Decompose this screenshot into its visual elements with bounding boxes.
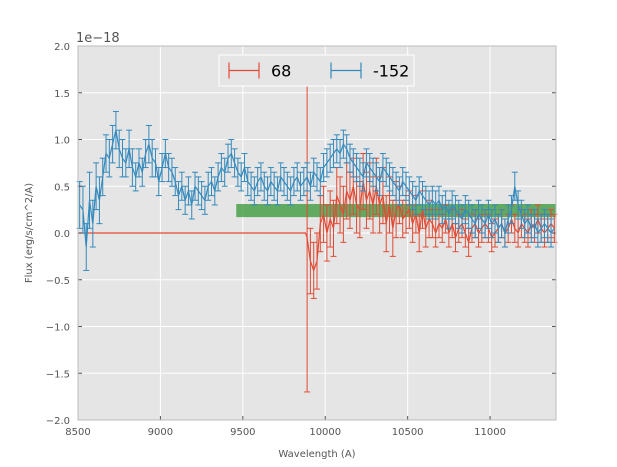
legend: 68 -152 (218, 54, 415, 87)
y-tick-label: −2.0 (46, 416, 70, 427)
plot-frame (77, 45, 557, 421)
x-tick-label: 8500 (65, 427, 90, 438)
series-line (79, 129, 555, 248)
x-axis-label: Wavelength (A) (278, 449, 355, 460)
y-offset-label: 1e−18 (76, 31, 120, 46)
y-tick-label: 1.0 (54, 136, 70, 147)
x-tick-label: 10500 (392, 427, 424, 438)
legend-label: -152 (373, 62, 409, 81)
series-line (78, 181, 555, 273)
y-tick-label: −1.5 (46, 369, 70, 380)
x-tick-label: 9000 (148, 427, 173, 438)
y-tick-label: 0.0 (54, 229, 70, 240)
x-tick-label: 9500 (230, 427, 255, 438)
y-tick-label: −1.0 (46, 323, 70, 334)
x-tick-label: 11000 (474, 427, 506, 438)
y-tick-label: 2.0 (54, 42, 70, 53)
series-blue (76, 110, 555, 271)
x-tick-label: 10000 (309, 427, 341, 438)
legend-label: 68 (271, 62, 291, 81)
legend-entry: -152 (330, 62, 409, 81)
y-axis-label: Flux (erg/s/cm^2/A) (24, 183, 35, 283)
axis-ticks: 8500 9000 9500 10000 10500 11000 −2.0 −1.5 −1.0 −… (46, 42, 557, 438)
y-tick-label: 1.5 (54, 89, 70, 100)
legend-entry: 68 (228, 62, 291, 81)
y-tick-label: −0.5 (46, 276, 70, 287)
y-tick-label: 0.5 (54, 182, 70, 193)
series-layer (76, 82, 558, 393)
